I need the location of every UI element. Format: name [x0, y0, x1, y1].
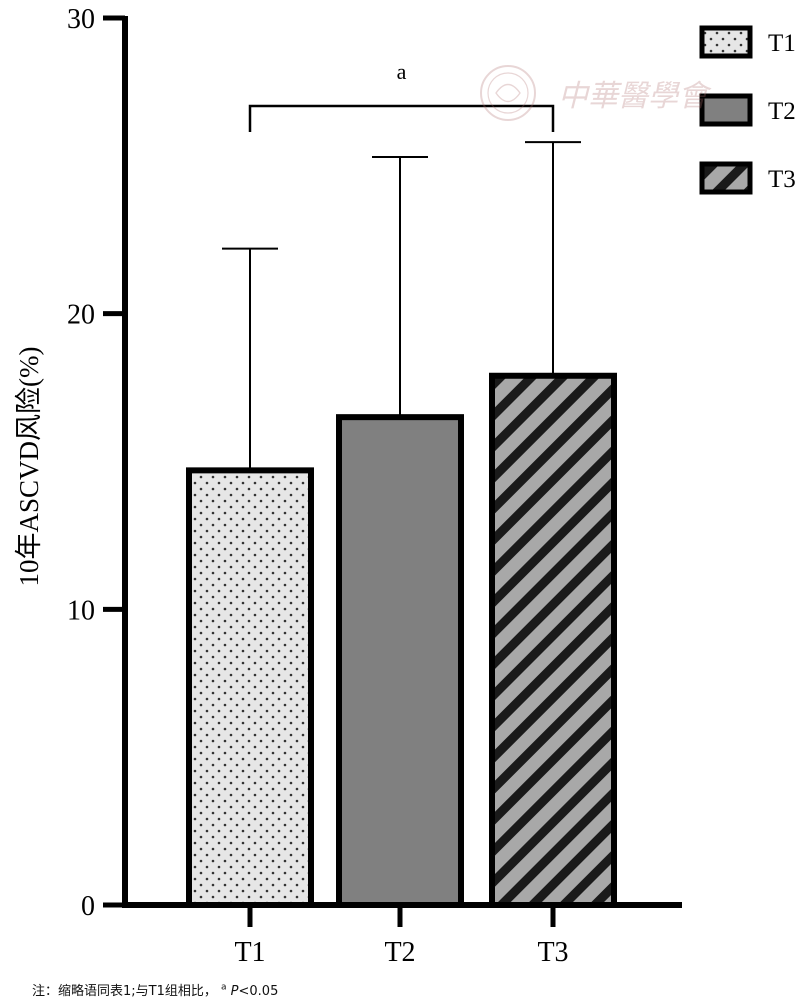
footnote-p-text: <0.05 [238, 984, 279, 999]
legend-label-t1: T1 [768, 30, 796, 57]
y-tick-label-0: 0 [81, 891, 95, 922]
legend-swatch-t2 [699, 93, 753, 127]
axes-layer: 0 10 20 30 T1 T2 T3 10年ASCVD风险(%) [14, 4, 682, 968]
bar-t2 [336, 414, 464, 908]
significance-bracket-line [248, 104, 555, 132]
significance-bracket: a [248, 59, 555, 132]
footnote-marker: a [221, 982, 227, 993]
x-tick-label-t2: T2 [384, 937, 415, 968]
x-tick-label-t1: T1 [234, 937, 265, 968]
bars-layer [186, 372, 617, 908]
x-tick-label-t3: T3 [537, 937, 568, 968]
bar-chart: 0 10 20 30 T1 T2 T3 10年ASCVD风险(%) a T1 T2 T3 [14, 4, 796, 968]
y-axis-label: 10年ASCVD风险(%) [14, 347, 44, 587]
legend-swatch-t1 [699, 25, 753, 59]
y-tick-label-20: 20 [67, 300, 95, 331]
legend-label-t2: T2 [768, 98, 796, 125]
y-tick-label-10: 10 [67, 595, 95, 626]
footnote-p-symbol: P [230, 984, 239, 999]
footnote-prefix: 注：缩略语同表1;与T1组相比， [32, 984, 217, 999]
watermark-seal: 中華醫學會 [480, 65, 712, 121]
bar-t3 [489, 372, 617, 908]
legend-label-t3: T3 [768, 166, 796, 193]
legend-swatch-t3 [699, 161, 753, 195]
error-bars-layer [222, 141, 581, 471]
significance-label: a [397, 59, 407, 84]
y-tick-label-30: 30 [67, 4, 95, 35]
footnote: 注：缩略语同表1;与T1组相比， a P<0.05 [32, 980, 278, 999]
legend: T1 T2 T3 [699, 25, 796, 195]
bar-t1 [186, 467, 314, 908]
watermark-text: 中華醫學會 [558, 79, 712, 114]
